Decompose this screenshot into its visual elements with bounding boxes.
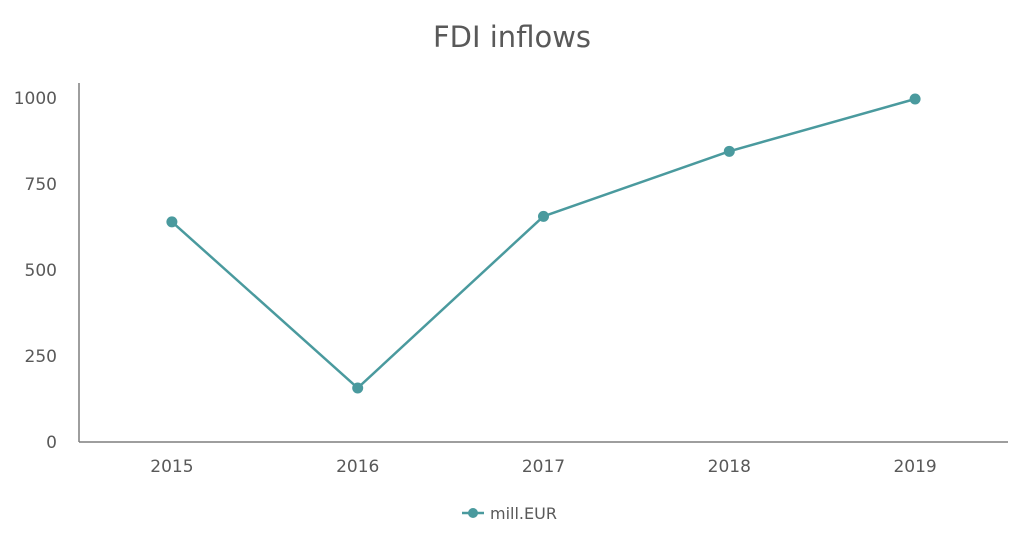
x-tick-label: 2017	[522, 457, 565, 477]
chart-title: FDI inflows	[433, 20, 591, 54]
data-point	[352, 382, 364, 394]
y-tick-label: 750	[25, 175, 57, 195]
data-point	[723, 145, 735, 157]
data-point	[166, 216, 178, 228]
data-point	[538, 210, 549, 222]
y-tick-label: 0	[46, 433, 57, 453]
series-line	[171, 97, 916, 390]
legend-label: mill.EUR	[490, 504, 557, 523]
x-tick-label: 2016	[336, 457, 379, 477]
legend: mill.EUR	[462, 504, 557, 523]
x-axis-ticks: 2015 2016 2017 2018 2019	[150, 457, 936, 477]
y-tick-label: 500	[25, 261, 57, 281]
y-tick-label: 1000	[14, 89, 57, 109]
data-point	[909, 93, 921, 105]
x-tick-label: 2018	[708, 457, 751, 477]
legend-marker-swatch	[468, 508, 478, 518]
x-tick-label: 2015	[150, 457, 193, 477]
series-layer	[166, 93, 921, 394]
x-tick-label: 2019	[893, 457, 936, 477]
y-tick-label: 250	[25, 347, 57, 367]
y-axis-ticks: 0 250 500 750 1000	[14, 89, 57, 453]
